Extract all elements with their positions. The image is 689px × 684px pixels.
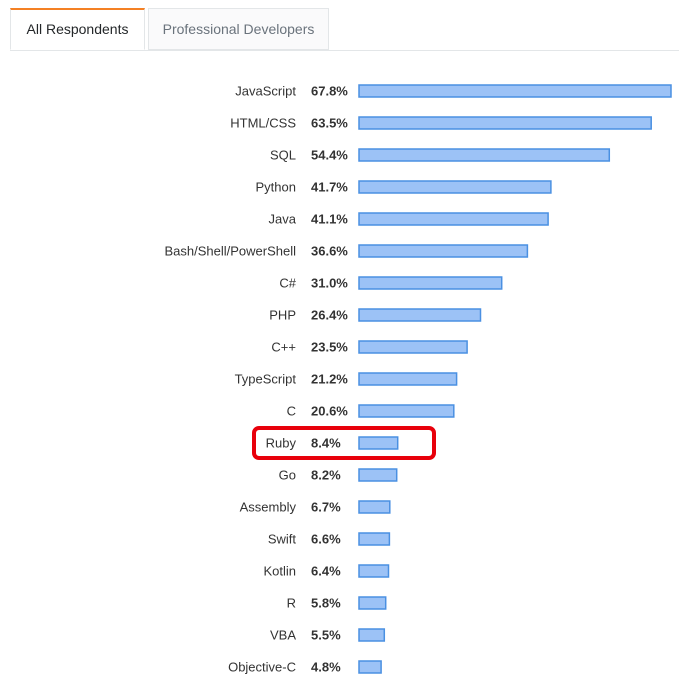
value-label-html-css: 63.5%: [311, 116, 348, 131]
category-label-go: Go: [279, 468, 296, 483]
bar-csharp[interactable]: [358, 276, 503, 290]
category-label-bash-shell-powershell: Bash/Shell/PowerShell: [164, 244, 296, 259]
category-label-c: C: [287, 404, 296, 419]
value-label-r: 5.8%: [311, 596, 341, 611]
bar-html-css[interactable]: [358, 116, 652, 130]
value-label-sql: 54.4%: [311, 148, 348, 163]
value-label-swift: 6.6%: [311, 532, 341, 547]
bar-c[interactable]: [358, 404, 455, 418]
category-label-python: Python: [256, 180, 296, 195]
value-label-vba: 5.5%: [311, 628, 341, 643]
bar-cplusplus[interactable]: [358, 340, 468, 354]
category-label-csharp: C#: [279, 276, 296, 291]
value-label-python: 41.7%: [311, 180, 348, 195]
category-label-kotlin: Kotlin: [263, 564, 296, 579]
value-label-c: 20.6%: [311, 404, 348, 419]
bar-sql[interactable]: [358, 148, 611, 162]
tab-all-respondents[interactable]: All Respondents: [10, 8, 145, 50]
bar-bash-shell-powershell[interactable]: [358, 244, 529, 258]
bar-php[interactable]: [358, 308, 482, 322]
category-label-java: Java: [269, 212, 297, 227]
category-label-php: PHP: [269, 308, 296, 323]
category-label-sql: SQL: [270, 148, 296, 163]
category-label-typescript: TypeScript: [235, 372, 297, 387]
category-label-ruby: Ruby: [266, 436, 297, 451]
bar-python[interactable]: [358, 180, 552, 194]
bar-go[interactable]: [358, 468, 398, 482]
highlight-box-ruby: [252, 426, 436, 460]
category-label-r: R: [287, 596, 296, 611]
value-label-java: 41.1%: [311, 212, 348, 227]
category-label-vba: VBA: [270, 628, 296, 643]
value-label-assembly: 6.7%: [311, 500, 341, 515]
bar-ruby[interactable]: [358, 436, 399, 450]
value-label-csharp: 31.0%: [311, 276, 348, 291]
category-label-cplusplus: C++: [271, 340, 296, 355]
value-label-kotlin: 6.4%: [311, 564, 341, 579]
bar-typescript[interactable]: [358, 372, 458, 386]
value-label-typescript: 21.2%: [311, 372, 348, 387]
bar-vba[interactable]: [358, 628, 386, 642]
category-label-assembly: Assembly: [240, 500, 297, 515]
value-label-bash-shell-powershell: 36.6%: [311, 244, 348, 259]
value-label-ruby: 8.4%: [311, 436, 341, 451]
bar-swift[interactable]: [358, 532, 391, 546]
value-label-javascript: 67.8%: [311, 84, 348, 99]
respondent-tabs: All Respondents Professional Developers: [10, 8, 679, 51]
value-label-cplusplus: 23.5%: [311, 340, 348, 355]
bar-assembly[interactable]: [358, 500, 391, 514]
category-label-swift: Swift: [268, 532, 297, 547]
category-label-objective-c: Objective-C: [228, 660, 296, 675]
bar-r[interactable]: [358, 596, 387, 610]
bar-kotlin[interactable]: [358, 564, 390, 578]
bar-objective-c[interactable]: [358, 660, 382, 674]
value-label-objective-c: 4.8%: [311, 660, 341, 675]
value-label-php: 26.4%: [311, 308, 348, 323]
category-label-html-css: HTML/CSS: [230, 116, 296, 131]
bar-java[interactable]: [358, 212, 549, 226]
bar-javascript[interactable]: [358, 84, 672, 98]
value-label-go: 8.2%: [311, 468, 341, 483]
tab-professional-developers[interactable]: Professional Developers: [148, 8, 329, 50]
category-label-javascript: JavaScript: [235, 84, 296, 99]
